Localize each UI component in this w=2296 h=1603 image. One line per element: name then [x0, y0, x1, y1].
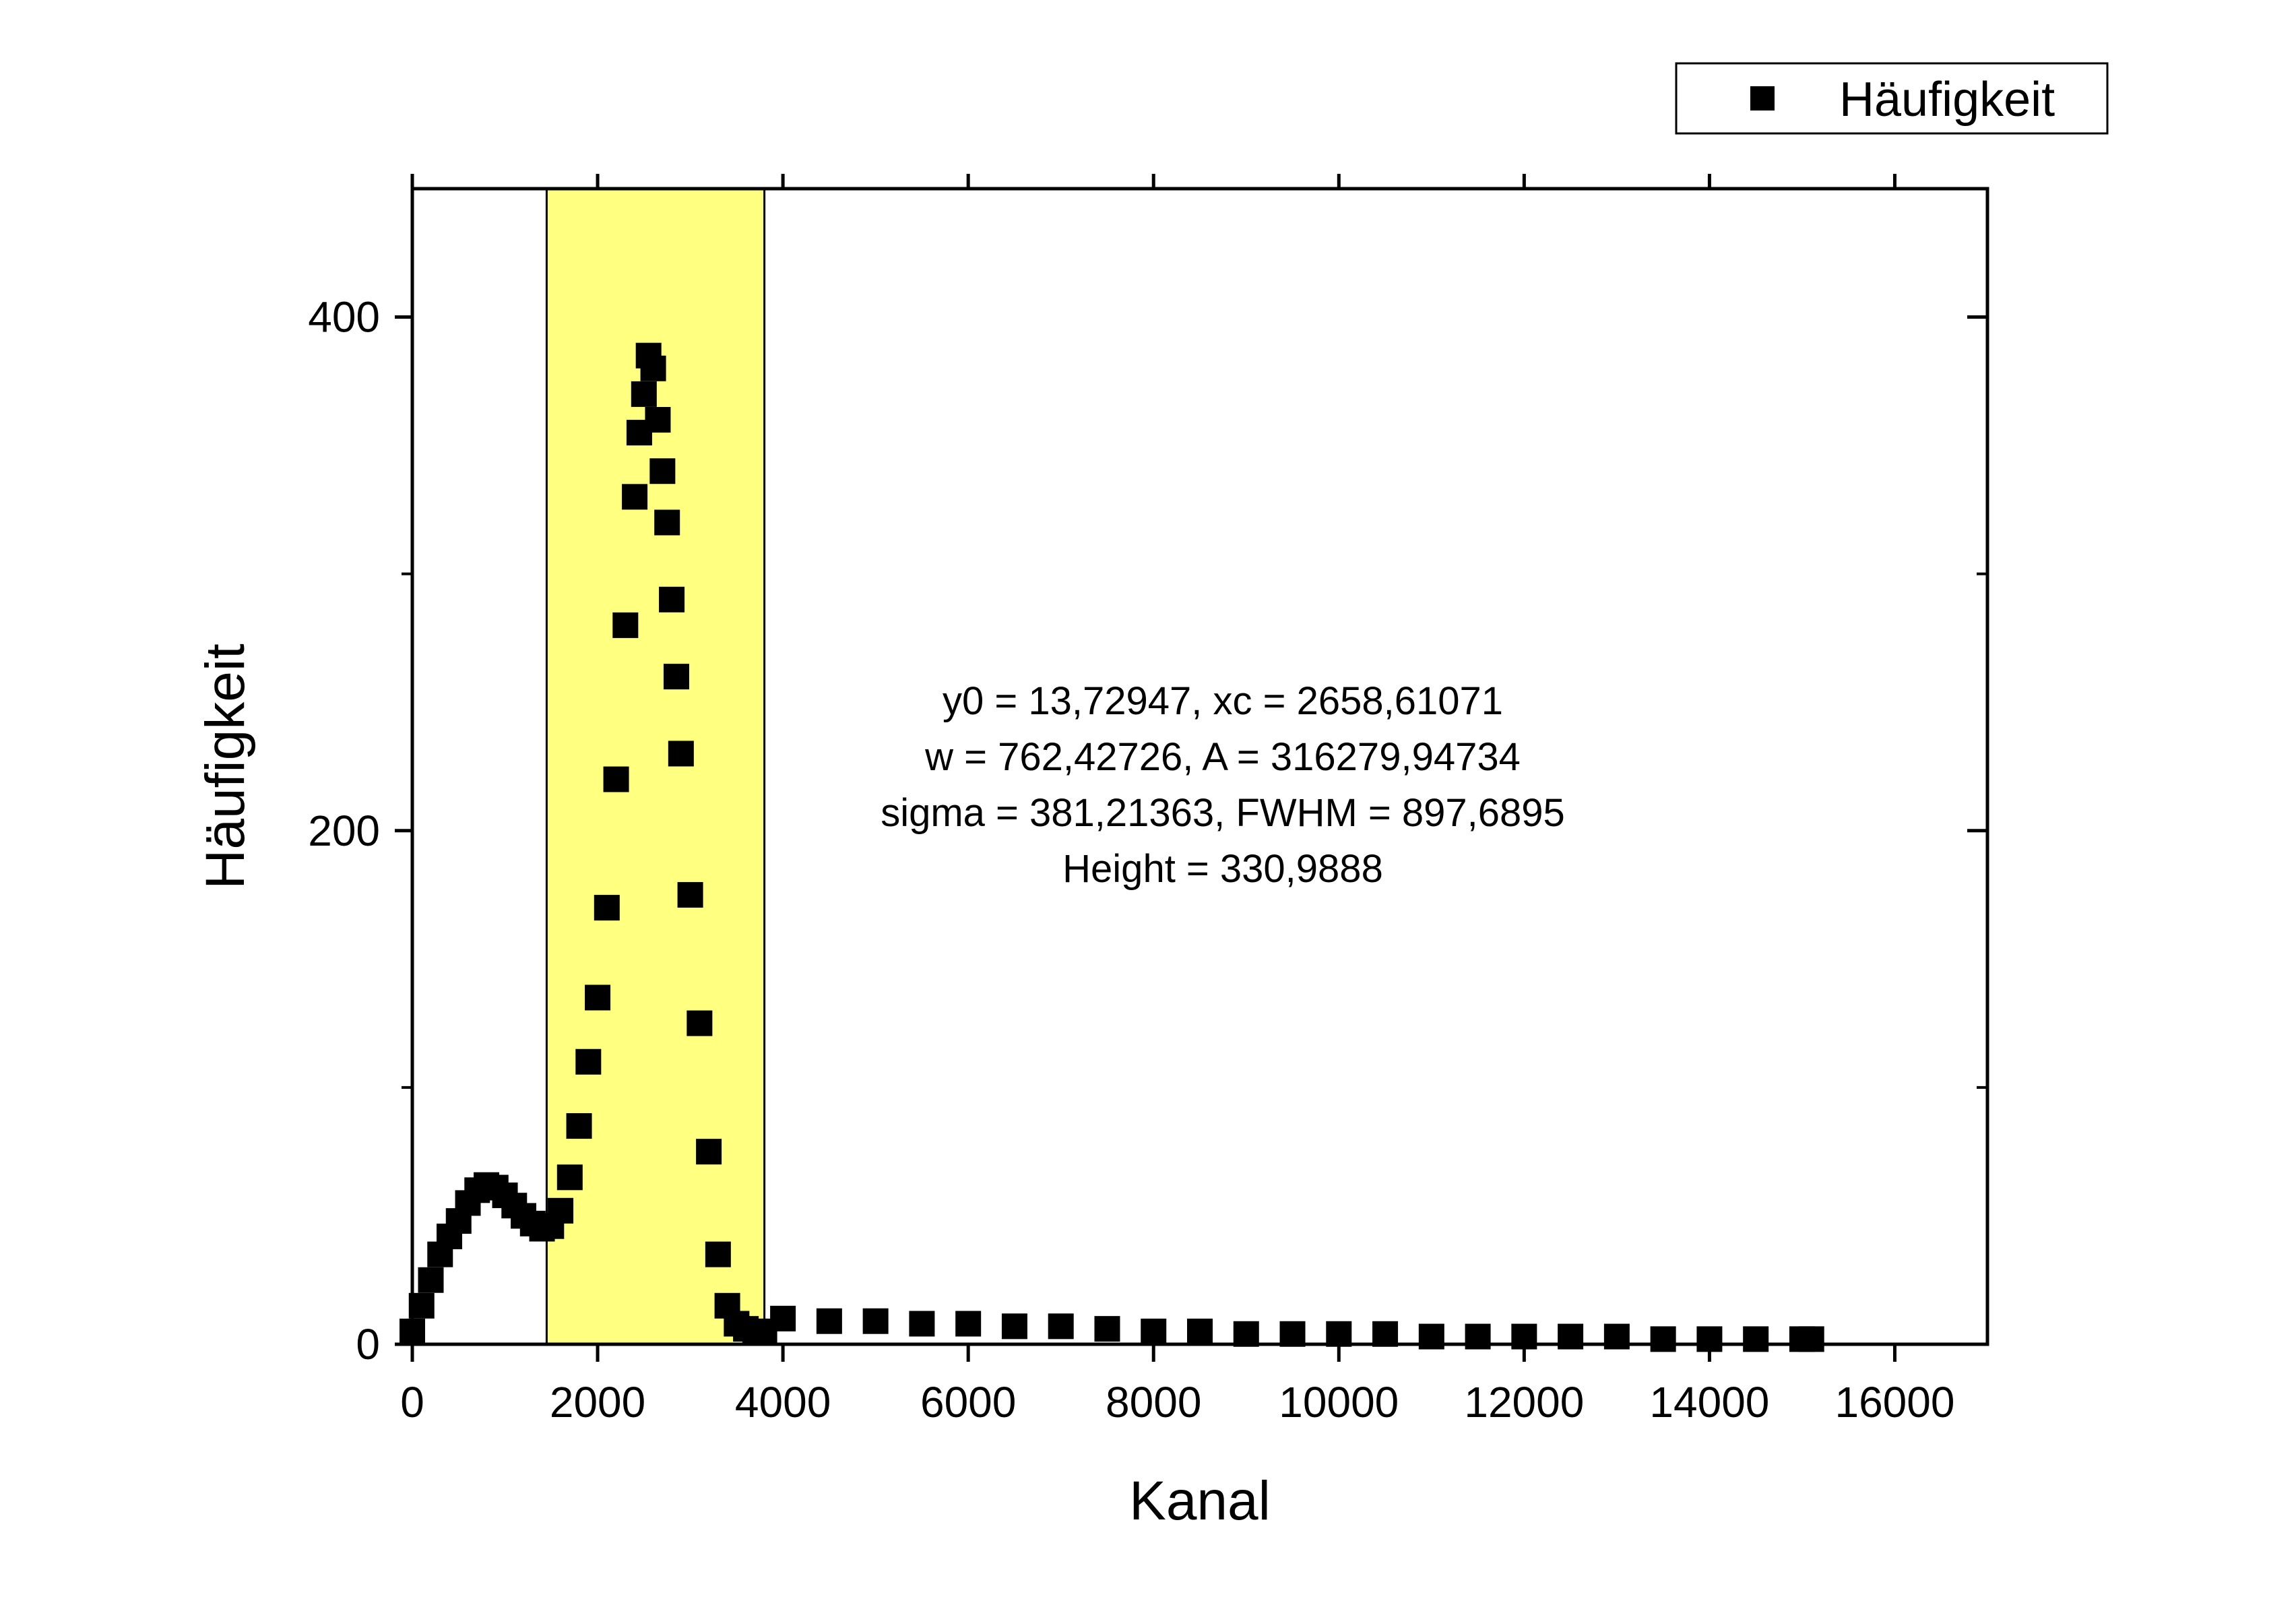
data-point — [594, 895, 620, 921]
legend-marker — [1750, 86, 1775, 111]
x-tick-label: 0 — [400, 1378, 424, 1426]
data-point — [622, 484, 648, 510]
data-point — [645, 407, 671, 433]
x-axis-title: Kanal — [1129, 1470, 1271, 1532]
data-point — [566, 1113, 592, 1139]
fit-annotation-line: sigma = 381,21363, FWHM = 897,6895 — [881, 791, 1565, 835]
x-tick-label: 10000 — [1279, 1378, 1399, 1426]
data-point — [418, 1267, 444, 1293]
data-point — [687, 1010, 713, 1036]
data-points — [400, 342, 1824, 1352]
data-point — [1187, 1318, 1213, 1344]
data-point — [1743, 1326, 1769, 1352]
data-point — [816, 1308, 842, 1334]
data-point — [1233, 1321, 1259, 1347]
data-point — [663, 664, 689, 690]
fit-annotation: y0 = 13,72947, xc = 2658,61071 w = 762,42… — [881, 679, 1565, 891]
data-point — [1048, 1313, 1074, 1340]
data-point — [575, 1048, 602, 1075]
data-point — [1001, 1313, 1027, 1340]
fit-annotation-line: w = 762,42726, A = 316279,94734 — [924, 735, 1521, 779]
highlight-band — [545, 187, 766, 1346]
y-tick-label: 200 — [308, 807, 380, 855]
x-tick-label: 2000 — [550, 1378, 645, 1426]
data-point — [1650, 1326, 1676, 1352]
legend-label: Häufigkeit — [1839, 73, 2055, 127]
highlight-region — [545, 187, 766, 1346]
data-point — [696, 1139, 722, 1165]
data-point — [1798, 1326, 1824, 1352]
data-point — [640, 355, 666, 381]
y-tick-label: 400 — [308, 293, 380, 342]
data-point — [705, 1241, 731, 1267]
data-point — [612, 612, 639, 638]
data-point — [1141, 1318, 1167, 1344]
axis-ticks: 0 2000 4000 6000 8000 10000 12000 14000 16000 0 20… — [308, 174, 1987, 1426]
y-tick-label: 0 — [356, 1320, 380, 1369]
x-tick-label: 14000 — [1649, 1378, 1769, 1426]
data-point — [548, 1197, 574, 1224]
x-tick-label: 8000 — [1106, 1378, 1201, 1426]
data-point — [909, 1311, 935, 1337]
x-tick-label: 16000 — [1835, 1378, 1954, 1426]
data-point — [677, 882, 703, 908]
data-point — [668, 741, 694, 767]
data-point — [654, 509, 680, 536]
x-tick-label: 6000 — [920, 1378, 1016, 1426]
data-point — [955, 1311, 982, 1337]
data-point — [556, 1164, 583, 1191]
fit-annotation-line: Height = 330,9888 — [1062, 847, 1383, 891]
data-point — [1094, 1316, 1120, 1342]
plot-frame — [410, 187, 1989, 1346]
data-point — [603, 766, 629, 792]
data-point — [1372, 1321, 1399, 1347]
data-point — [585, 984, 611, 1011]
legend-box — [1675, 62, 2109, 135]
data-point — [862, 1308, 889, 1334]
y-axis-title: Häufigkeit — [195, 643, 256, 889]
data-point — [631, 381, 657, 407]
x-tick-label: 4000 — [735, 1378, 831, 1426]
legend: Häufigkeit — [1675, 62, 2109, 135]
data-point — [659, 586, 685, 612]
data-point — [1326, 1321, 1352, 1347]
data-point — [649, 458, 676, 484]
data-point — [1279, 1321, 1306, 1347]
data-point — [770, 1305, 796, 1331]
fit-annotation-line: y0 = 13,72947, xc = 2658,61071 — [943, 679, 1503, 723]
x-tick-label: 12000 — [1464, 1378, 1584, 1426]
